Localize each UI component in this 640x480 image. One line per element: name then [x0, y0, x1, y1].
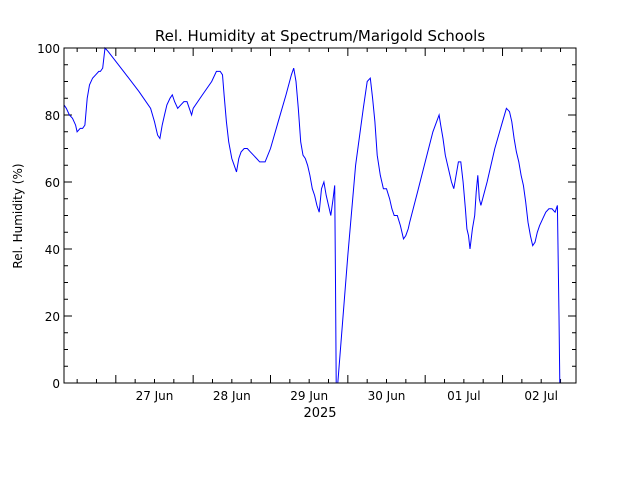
y-axis: 0 20 40 60 80 100 — [37, 42, 576, 391]
y-tick-label: 40 — [45, 243, 60, 257]
chart-title: Rel. Humidity at Spectrum/Marigold Schoo… — [155, 27, 485, 45]
x-tick-label: 30 Jun — [368, 389, 406, 403]
x-tick-label: 28 Jun — [213, 389, 251, 403]
x-tick-label: 27 Jun — [136, 389, 174, 403]
x-tick-label: 01 Jul — [447, 389, 481, 403]
y-tick-label: 20 — [45, 310, 60, 324]
y-tick-label: 0 — [52, 377, 60, 391]
humidity-series-line — [63, 46, 561, 384]
x-axis: 27 Jun 28 Jun 29 Jun 30 Jun 01 Jul 02 Jul — [76, 48, 562, 403]
plot-frame — [63, 47, 577, 384]
x-axis-year: 2025 — [303, 406, 336, 421]
y-tick-label: 100 — [37, 42, 60, 56]
y-tick-label: 60 — [45, 176, 60, 190]
y-tick-label: 80 — [45, 109, 60, 123]
y-axis-label: Rel. Humidity (%) — [11, 163, 25, 268]
x-tick-label: 02 Jul — [524, 389, 558, 403]
x-tick-label: 29 Jun — [290, 389, 328, 403]
